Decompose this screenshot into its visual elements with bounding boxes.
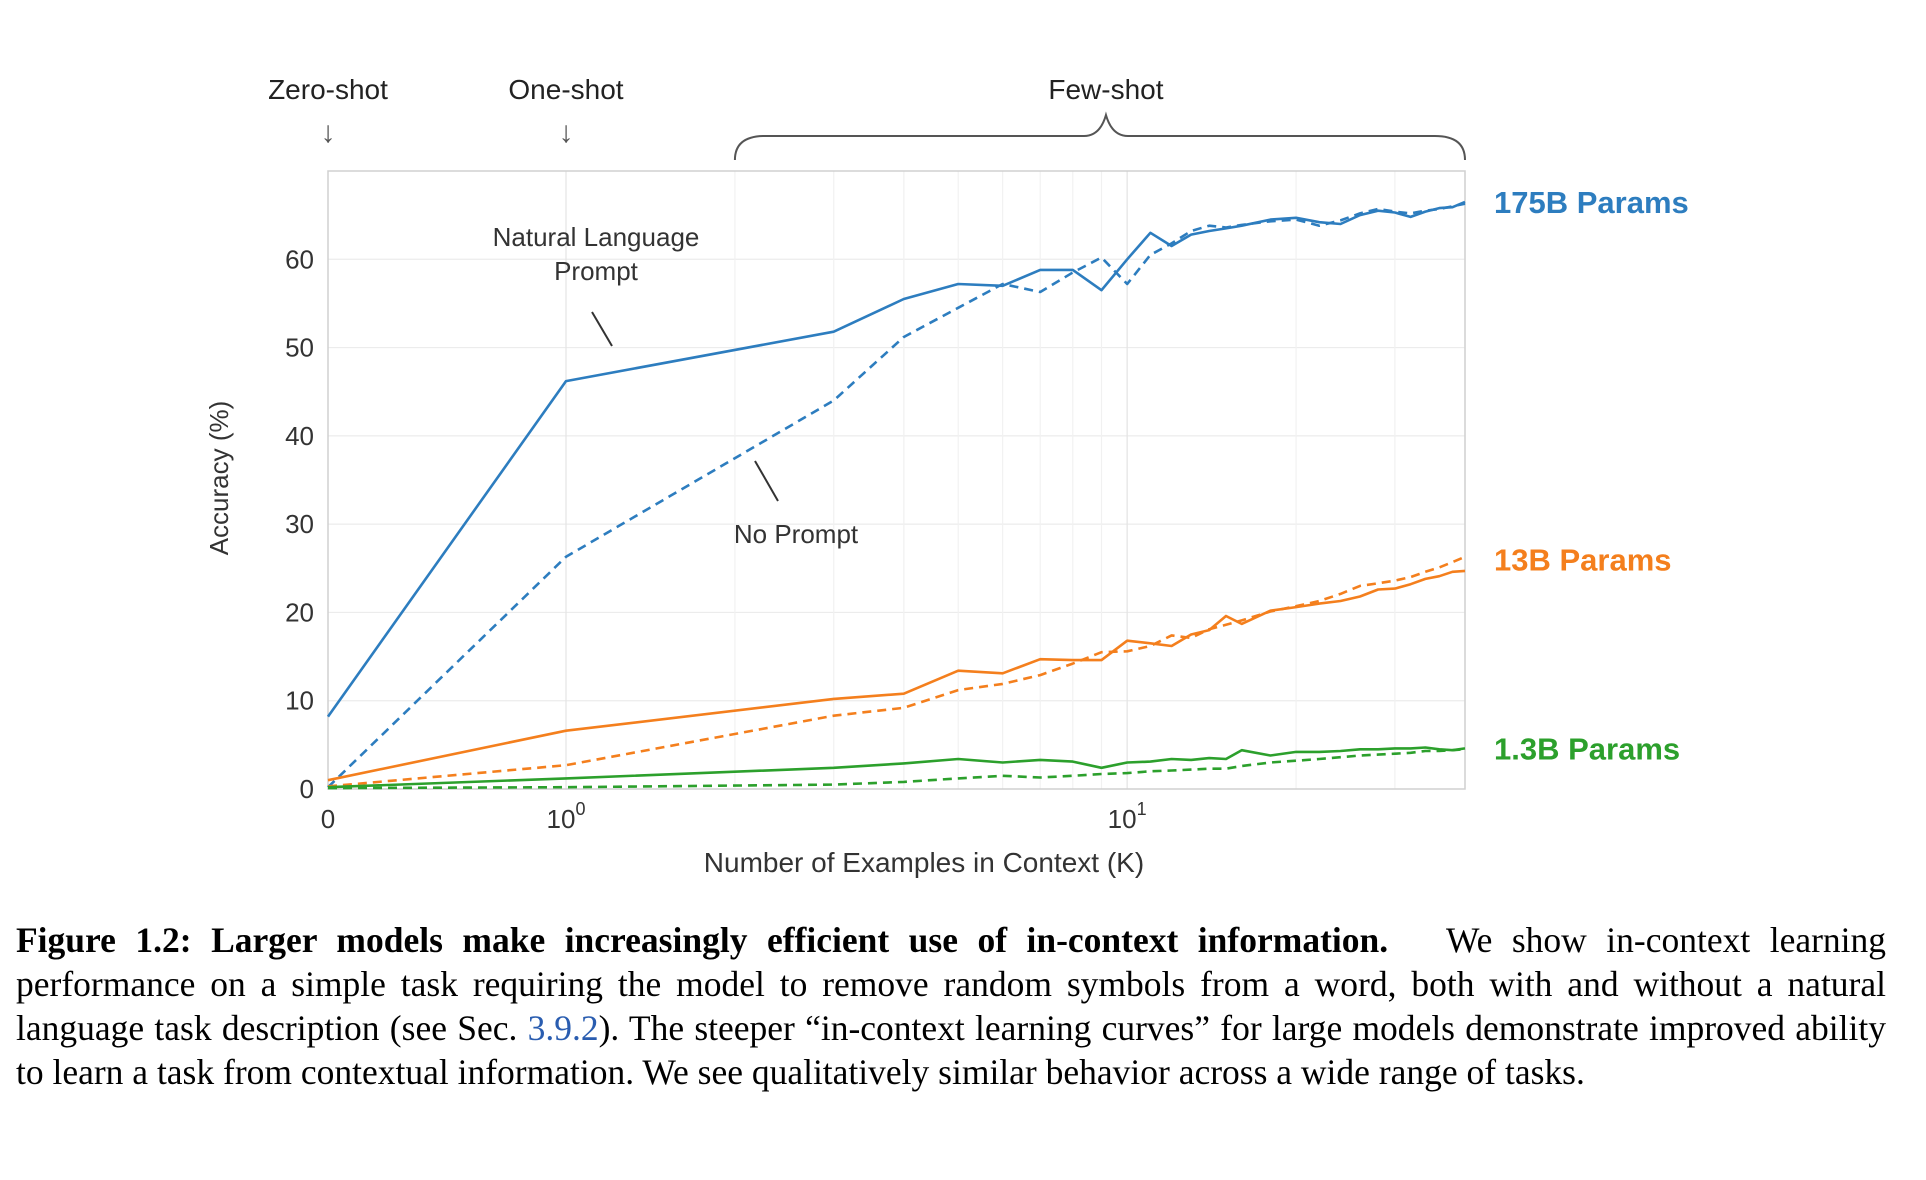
caption-text-continued: ). The steeper “in-context learning curv… <box>16 1008 1886 1092</box>
series-labels: 175B Params 13B Params 1.3B Params <box>1494 185 1689 766</box>
series-label-175b-params: 175B Params <box>1494 185 1689 220</box>
series-line-1-3b-params-solid <box>327 746 1466 789</box>
y-tick-label: 60 <box>285 244 314 274</box>
x-axis-ticks: 0 100 101 <box>321 799 1147 834</box>
series-lines <box>326 200 1466 790</box>
caption-text: We show in-context learning performance … <box>16 920 1887 1048</box>
annotations: Natural Language Prompt No Prompt <box>493 222 859 549</box>
down-arrow-icon: ↓ <box>559 116 574 149</box>
regime-label-one-shot: One-shot <box>508 74 623 105</box>
series-label-1-3b-params: 1.3B Params <box>1494 731 1680 766</box>
plot-area-frame <box>327 170 1466 790</box>
y-tick-label: 40 <box>285 421 314 451</box>
regime-label-zero-shot: Zero-shot <box>268 74 388 105</box>
figure-caption: Figure 1.2: Larger models make increasin… <box>16 918 1886 1094</box>
y-tick-label: 0 <box>300 774 314 804</box>
few-shot-brace <box>733 111 1466 161</box>
chart: 0 10 20 30 40 50 60 0 100 101 Number of Examples… <box>204 74 1689 878</box>
regime-labels: Zero-shot ↓ One-shot ↓ Few-shot <box>268 74 1466 161</box>
grid <box>328 171 1466 789</box>
down-arrow-icon: ↓ <box>321 116 336 149</box>
y-tick-label: 10 <box>285 686 314 716</box>
caption-heading: Larger models make increasingly efficien… <box>211 920 1389 960</box>
annotation-natural-language-prompt: Natural Language <box>493 222 700 252</box>
y-tick-label: 50 <box>285 333 314 363</box>
series-label-13b-params: 13B Params <box>1494 542 1672 577</box>
series-line-175b-params-solid <box>326 200 1466 718</box>
y-axis-ticks: 0 10 20 30 40 50 60 <box>285 244 314 804</box>
x-tick-label: 100 <box>547 799 586 834</box>
series-line-1-3b-params-dashed <box>327 748 1466 790</box>
x-tick-label: 101 <box>1108 799 1147 834</box>
series-line-13b-params-solid <box>327 569 1466 782</box>
section-link[interactable]: 3.9.2 <box>527 1008 599 1048</box>
annotation-pointer-line <box>754 460 779 502</box>
annotation-natural-language-prompt: Prompt <box>554 256 639 286</box>
annotation-no-prompt: No Prompt <box>734 519 859 549</box>
caption-label: Figure 1.2: <box>16 920 192 960</box>
regime-label-few-shot: Few-shot <box>1048 74 1163 105</box>
annotation-pointer-line <box>591 311 613 347</box>
y-axis-label: Accuracy (%) <box>204 401 234 556</box>
y-tick-label: 30 <box>285 509 314 539</box>
y-tick-label: 20 <box>285 597 314 627</box>
series-line-13b-params-dashed <box>327 555 1466 788</box>
series-line-175b-params-dashed <box>327 202 1466 789</box>
x-axis-label: Number of Examples in Context (K) <box>704 847 1144 878</box>
x-tick-label: 0 <box>321 804 335 834</box>
